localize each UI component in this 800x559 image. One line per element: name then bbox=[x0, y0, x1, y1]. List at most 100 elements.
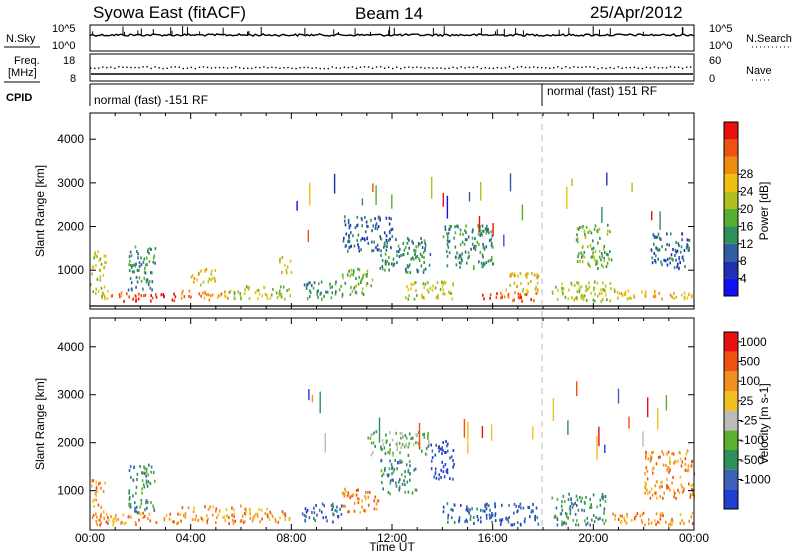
range-cell bbox=[239, 292, 241, 295]
range-cell bbox=[476, 240, 479, 244]
range-cell bbox=[228, 516, 230, 520]
range-cell bbox=[671, 295, 673, 299]
range-cell bbox=[129, 259, 131, 263]
range-cell bbox=[144, 514, 146, 518]
range-cell bbox=[115, 513, 117, 517]
range-cell bbox=[135, 295, 137, 299]
range-cell bbox=[607, 253, 609, 257]
range-cell bbox=[401, 443, 404, 447]
range-cell bbox=[414, 281, 417, 284]
range-cell bbox=[533, 299, 535, 303]
range-cell bbox=[444, 225, 447, 229]
range-cell bbox=[669, 468, 671, 472]
range-cell bbox=[389, 459, 391, 463]
range-cell bbox=[321, 297, 323, 301]
range-cell bbox=[589, 497, 591, 501]
range-cell bbox=[619, 514, 622, 518]
range-cell bbox=[138, 276, 141, 280]
nave-dot bbox=[335, 67, 338, 69]
range-cell bbox=[423, 256, 425, 259]
range-cell bbox=[180, 519, 182, 523]
range-cell bbox=[150, 299, 152, 303]
range-cell bbox=[600, 299, 602, 303]
range-cell bbox=[442, 449, 444, 453]
range-cell bbox=[441, 280, 443, 284]
nave-right-tick-bottom: 0 bbox=[709, 73, 715, 85]
range-cell bbox=[148, 463, 150, 467]
range-cell bbox=[244, 513, 247, 516]
range-cell bbox=[445, 250, 448, 253]
range-cell bbox=[590, 506, 593, 509]
range-cell bbox=[649, 496, 652, 500]
range-cell bbox=[680, 245, 683, 249]
nave-right-tick-top: 60 bbox=[709, 55, 721, 67]
range-cell bbox=[587, 263, 590, 267]
range-cell bbox=[314, 519, 316, 523]
range-cell bbox=[155, 521, 158, 524]
range-cell bbox=[279, 260, 281, 264]
range-cell bbox=[233, 512, 236, 516]
range-cell bbox=[441, 284, 444, 288]
range-cell bbox=[362, 273, 365, 277]
range-cell bbox=[405, 442, 407, 446]
range-cell bbox=[556, 523, 559, 527]
range-cell bbox=[446, 264, 449, 268]
range-cell bbox=[357, 488, 359, 492]
range-cell bbox=[590, 291, 592, 295]
range-cell bbox=[384, 268, 386, 272]
range-cell bbox=[386, 439, 388, 443]
nave-dot bbox=[166, 67, 168, 70]
range-cell bbox=[524, 274, 527, 278]
range-streak bbox=[628, 416, 630, 429]
range-cell bbox=[243, 292, 246, 296]
range-cell bbox=[358, 249, 361, 253]
range-cell bbox=[412, 283, 414, 286]
range-cell bbox=[405, 296, 407, 300]
range-cell bbox=[413, 468, 415, 472]
nave-dot bbox=[464, 67, 466, 69]
range-cell bbox=[222, 515, 224, 519]
range-cell bbox=[597, 267, 599, 270]
range-cell bbox=[214, 277, 216, 280]
range-cell bbox=[358, 268, 361, 272]
range-cell bbox=[424, 267, 427, 271]
range-cell bbox=[527, 290, 529, 294]
range-cell bbox=[139, 505, 141, 509]
nave-dot bbox=[468, 66, 470, 68]
range-cell bbox=[347, 249, 349, 253]
range-cell bbox=[352, 493, 355, 497]
range-cell bbox=[507, 520, 510, 524]
range-cell bbox=[449, 225, 451, 228]
range-cell bbox=[371, 229, 373, 233]
range-cell bbox=[414, 467, 417, 471]
range-cell bbox=[119, 295, 121, 299]
range-cell bbox=[363, 237, 365, 241]
range-cell bbox=[319, 292, 322, 296]
range-cell bbox=[612, 512, 614, 516]
range-cell bbox=[395, 238, 397, 242]
range-cell bbox=[576, 233, 578, 237]
range-cell bbox=[537, 274, 540, 278]
range-cell bbox=[473, 522, 475, 525]
range-cell bbox=[623, 516, 625, 520]
range-cell bbox=[202, 518, 204, 522]
range-cell bbox=[281, 271, 283, 274]
range-cell bbox=[147, 248, 149, 252]
range-cell bbox=[650, 521, 653, 525]
nave-dot bbox=[94, 67, 96, 70]
range-streak bbox=[566, 186, 568, 210]
range-cell bbox=[525, 293, 527, 296]
range-cell bbox=[106, 297, 109, 301]
range-cell bbox=[591, 255, 594, 259]
range-streak bbox=[659, 211, 661, 230]
range-cell bbox=[606, 252, 608, 256]
range-cell bbox=[334, 282, 337, 286]
range-cell bbox=[97, 250, 99, 254]
range-streak bbox=[601, 206, 603, 223]
range-cell bbox=[654, 292, 656, 296]
freq-left-tick-top: 18 bbox=[63, 55, 75, 67]
range-cell bbox=[520, 296, 522, 299]
range-cell bbox=[128, 295, 130, 299]
nave-dot bbox=[367, 66, 370, 68]
y-tick-label: 2000 bbox=[57, 220, 84, 234]
